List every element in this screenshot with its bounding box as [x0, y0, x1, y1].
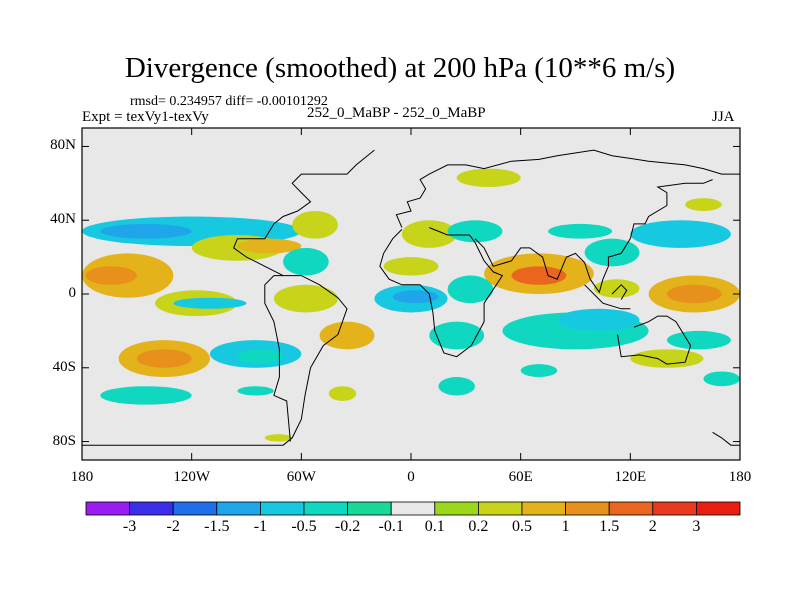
- contour-region-36: [548, 223, 613, 239]
- colorbar-swatch: [565, 501, 610, 516]
- stats-line: rmsd= 0.234957 diff= -0.00101292: [130, 94, 328, 109]
- contour-region-11: [237, 349, 284, 365]
- contour-region-15: [319, 321, 375, 350]
- coastline-5: [617, 315, 692, 365]
- colorbar-swatch: [521, 501, 566, 516]
- contour-region-20: [447, 220, 503, 243]
- contour-region-12: [273, 284, 338, 313]
- x-tick-label: 180: [728, 469, 752, 485]
- colorbar-label: 1.5: [599, 518, 620, 535]
- colorbar-swatch: [652, 501, 697, 516]
- contour-region-31: [630, 220, 731, 248]
- contour-region-19: [401, 220, 457, 248]
- colorbar-label: -2: [166, 518, 180, 535]
- coastline-0: [82, 275, 348, 446]
- colorbar-label: 2: [648, 518, 657, 535]
- contour-region-30: [666, 284, 722, 304]
- y-tick-label: 80S: [52, 432, 76, 449]
- contour-region-33: [630, 349, 704, 368]
- contour-region-3: [173, 297, 247, 309]
- y-tick-label: 0: [68, 285, 77, 301]
- y-tick-label: 40N: [50, 211, 76, 228]
- contour-region-14: [283, 247, 329, 276]
- contour-region-35: [456, 168, 521, 188]
- contour-region-18: [383, 257, 439, 276]
- contour-region-32: [666, 330, 731, 350]
- contour-region-40: [264, 434, 293, 442]
- contour-region-13: [292, 211, 338, 239]
- contour-region-27: [584, 238, 640, 267]
- contour-region-42: [703, 371, 740, 387]
- colorbar-label: -1: [253, 518, 268, 535]
- colorbar-swatch: [347, 501, 392, 516]
- colorbar-swatch: [216, 501, 261, 516]
- x-tick-label: 180: [70, 469, 94, 485]
- contour-region-24: [447, 275, 494, 304]
- contour-region-37: [685, 198, 722, 212]
- coastline-4: [474, 179, 713, 294]
- contour-region-34: [100, 386, 192, 405]
- contour-region-43: [438, 377, 475, 396]
- x-tick-label: 120W: [173, 469, 210, 485]
- coastline-8: [712, 431, 740, 446]
- coastline-7: [611, 284, 628, 300]
- contour-region-5: [100, 223, 192, 239]
- colorbar-label: 0.2: [468, 518, 489, 535]
- colorbar-label: -0.2: [334, 518, 361, 535]
- contour-region-41: [520, 364, 558, 377]
- coastline-6: [584, 284, 631, 310]
- chart-title: Divergence (smoothed) at 200 hPa (10**6 …: [124, 52, 676, 84]
- colorbar-swatch: [608, 501, 654, 516]
- contour-region-9: [136, 349, 192, 368]
- colorbar-swatch: [172, 501, 218, 516]
- coastline-1: [233, 149, 375, 277]
- x-tick-label: 0: [407, 469, 415, 485]
- colorbar-label: -0.1: [378, 518, 404, 535]
- y-tick-label: 40S: [52, 358, 76, 375]
- colorbar-label: -1.5: [204, 518, 230, 535]
- expt-label: Expt = texVy1-texVy: [82, 109, 209, 125]
- contour-region-1: [85, 266, 137, 285]
- season-label: JJA: [712, 109, 735, 125]
- contour-region-21: [429, 321, 485, 350]
- colorbar-label: 3: [692, 518, 701, 535]
- colorbar-label: -0.5: [291, 518, 317, 535]
- colorbar-swatch: [303, 501, 348, 516]
- colorbar-swatch: [259, 501, 305, 516]
- colorbar-label: -3: [122, 518, 137, 535]
- colorbar-swatch: [390, 501, 436, 516]
- x-tick-label: 120E: [614, 469, 647, 485]
- colorbar-label: 1: [561, 518, 570, 535]
- coastline-3: [395, 149, 740, 228]
- contour-region-39: [237, 386, 274, 396]
- colorbar-swatch: [434, 501, 479, 516]
- contour-region-28: [593, 279, 640, 298]
- contour-region-38: [328, 386, 357, 401]
- colorbar-swatch: [129, 501, 174, 516]
- x-tick-label: 60W: [286, 469, 316, 485]
- colorbar-swatch: [85, 501, 130, 516]
- colorbar-label: 0.1: [424, 518, 445, 535]
- contour-region-17: [392, 290, 439, 304]
- run-label: 252_0_MaBP - 252_0_MaBP: [307, 105, 486, 121]
- contour-region-7: [237, 238, 302, 254]
- y-tick-label: 80N: [50, 137, 76, 154]
- contour-region-23: [511, 266, 567, 285]
- x-tick-label: 60E: [508, 469, 533, 485]
- contour-region-26: [557, 308, 640, 331]
- colorbar-swatch: [696, 501, 741, 516]
- colorbar-label: 0.5: [512, 518, 532, 535]
- colorbar-swatch: [477, 501, 523, 516]
- coastline-2: [379, 227, 504, 358]
